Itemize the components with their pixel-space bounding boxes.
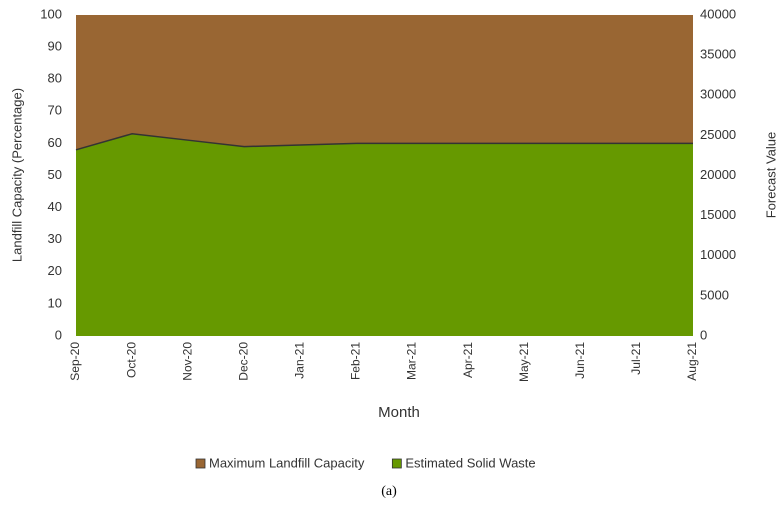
- x-tick-label: Feb-21: [349, 342, 363, 380]
- y-tick-label: 100: [40, 6, 62, 21]
- area: [76, 133, 693, 336]
- x-tick-label: Apr-21: [461, 342, 475, 378]
- y2-tick-label: 20000: [700, 167, 736, 182]
- y2-tick-label: 40000: [700, 6, 736, 21]
- y-tick-label: 50: [48, 167, 62, 182]
- x-tick-label: May-21: [517, 342, 531, 382]
- y2-tick-label: 35000: [700, 47, 736, 62]
- y2-tick-label: 15000: [700, 207, 736, 222]
- x-tick-label: Aug-21: [685, 342, 699, 381]
- y-tick-label: 70: [48, 103, 62, 118]
- caption: (a): [381, 484, 397, 499]
- x-tick-label: Oct-20: [124, 342, 138, 378]
- y2-tick-label: 10000: [700, 247, 736, 262]
- y-tick-label: 10: [48, 295, 62, 310]
- y-tick-label: 30: [48, 231, 62, 246]
- x-tick-label: Jun-21: [573, 342, 587, 379]
- legend-swatch: [195, 458, 206, 469]
- y2-tick-label: 0: [700, 327, 707, 342]
- x-tick-label: Sep-20: [68, 342, 82, 381]
- x-tick-label: Nov-20: [180, 342, 194, 381]
- x-tick-label: Mar-21: [405, 342, 419, 380]
- y2-tick-label: 30000: [700, 87, 736, 102]
- y2-axis-label: Forecast Value: [763, 132, 778, 218]
- y-tick-label: 90: [48, 39, 62, 54]
- y2-tick-label: 5000: [700, 287, 729, 302]
- y-tick-label: 80: [48, 71, 62, 86]
- y-tick-label: 20: [48, 263, 62, 278]
- y-axis-label: Landfill Capacity (Percentage): [9, 88, 24, 262]
- legend-label: Estimated Solid Waste: [405, 455, 535, 470]
- y-tick-label: 60: [48, 135, 62, 150]
- x-tick-label: Jan-21: [293, 342, 307, 379]
- legend-label: Maximum Landfill Capacity: [209, 455, 365, 470]
- x-axis-label: Month: [378, 404, 420, 421]
- y-tick-label: 0: [55, 327, 62, 342]
- y-tick-label: 40: [48, 199, 62, 214]
- y2-tick-label: 25000: [700, 127, 736, 142]
- area-line: [75, 133, 693, 151]
- legend-swatch: [391, 458, 402, 469]
- x-tick-label: Jul-21: [629, 342, 643, 375]
- x-tick-label: Dec-20: [236, 342, 250, 381]
